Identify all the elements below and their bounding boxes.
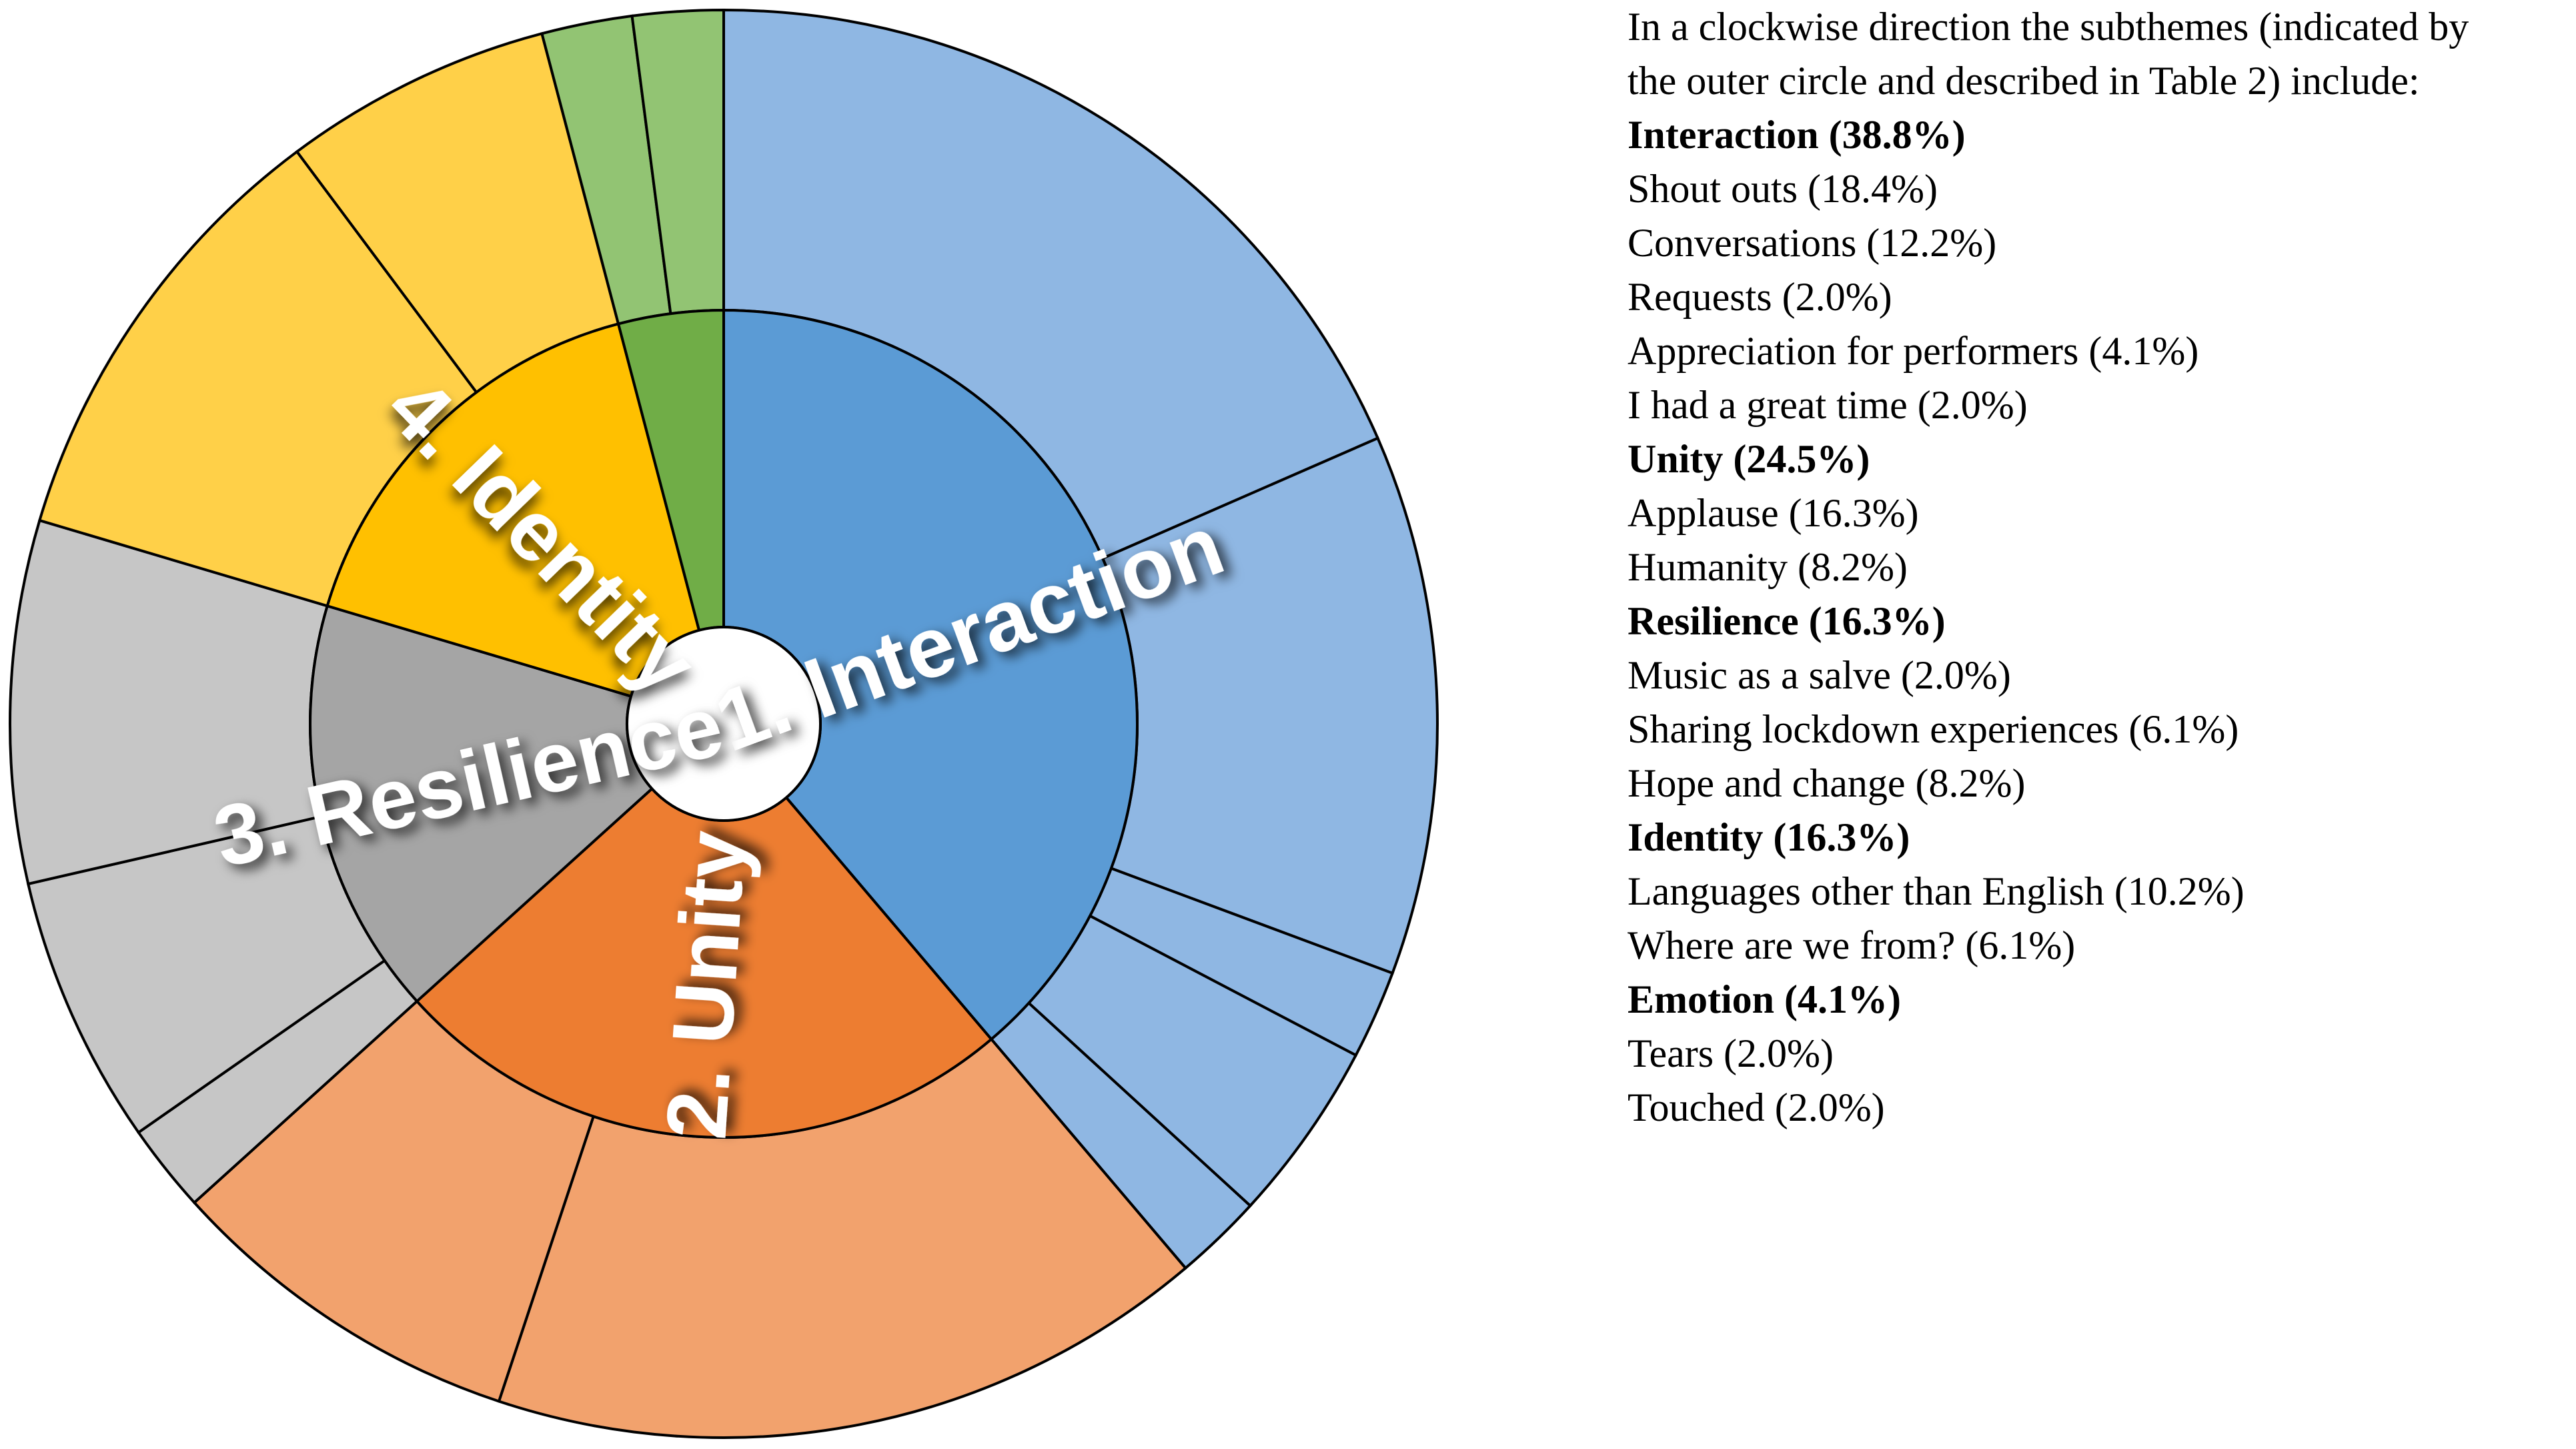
inner-ring-themes <box>309 308 1139 1139</box>
theme-label-2-unity: 2. Unity <box>649 828 764 1142</box>
legend-subtheme-i-had-a-great-time: I had a great time (2.0%) <box>1628 383 2028 427</box>
legend-theme-emotion: Emotion (4.1%) <box>1628 977 1901 1021</box>
legend-subtheme-touched: Touched (2.0%) <box>1628 1085 1885 1129</box>
legend-subtheme-applause: Applause (16.3%) <box>1628 491 1919 535</box>
legend-theme-resilience: Resilience (16.3%) <box>1628 599 1946 643</box>
subtheme-legend: In a clockwise direction the subthemes (… <box>1628 0 2568 1135</box>
center-hole <box>626 626 822 822</box>
legend-subtheme-music-as-a-salve: Music as a salve (2.0%) <box>1628 653 2011 697</box>
legend-subtheme-hope-and-change: Hope and change (8.2%) <box>1628 761 2026 805</box>
legend-intro-line: the outer circle and described in Table … <box>1628 59 2420 103</box>
legend-theme-identity: Identity (16.3%) <box>1628 815 1910 859</box>
legend-subtheme-humanity: Humanity (8.2%) <box>1628 545 1908 589</box>
legend-subtheme-appreciation-for-performers: Appreciation for performers (4.1%) <box>1628 329 2199 373</box>
legend-subtheme-tears: Tears (2.0%) <box>1628 1031 1834 1075</box>
legend-theme-unity: Unity (24.5%) <box>1628 437 1870 481</box>
legend-subtheme-requests: Requests (2.0%) <box>1628 275 1892 319</box>
legend-theme-interaction: Interaction (38.8%) <box>1628 113 1966 157</box>
legend-subtheme-shout-outs: Shout outs (18.4%) <box>1628 167 1938 211</box>
outer-ring-subthemes <box>9 8 1439 1439</box>
legend-subtheme-conversations: Conversations (12.2%) <box>1628 221 1997 265</box>
legend-intro-line: In a clockwise direction the subthemes (… <box>1628 5 2469 49</box>
legend-subtheme-languages-other-than-english: Languages other than English (10.2%) <box>1628 869 2244 913</box>
legend-subtheme-sharing-lockdown-experiences: Sharing lockdown experiences (6.1%) <box>1628 707 2239 751</box>
legend-subtheme-where-are-we-from: Where are we from? (6.1%) <box>1628 923 2076 967</box>
